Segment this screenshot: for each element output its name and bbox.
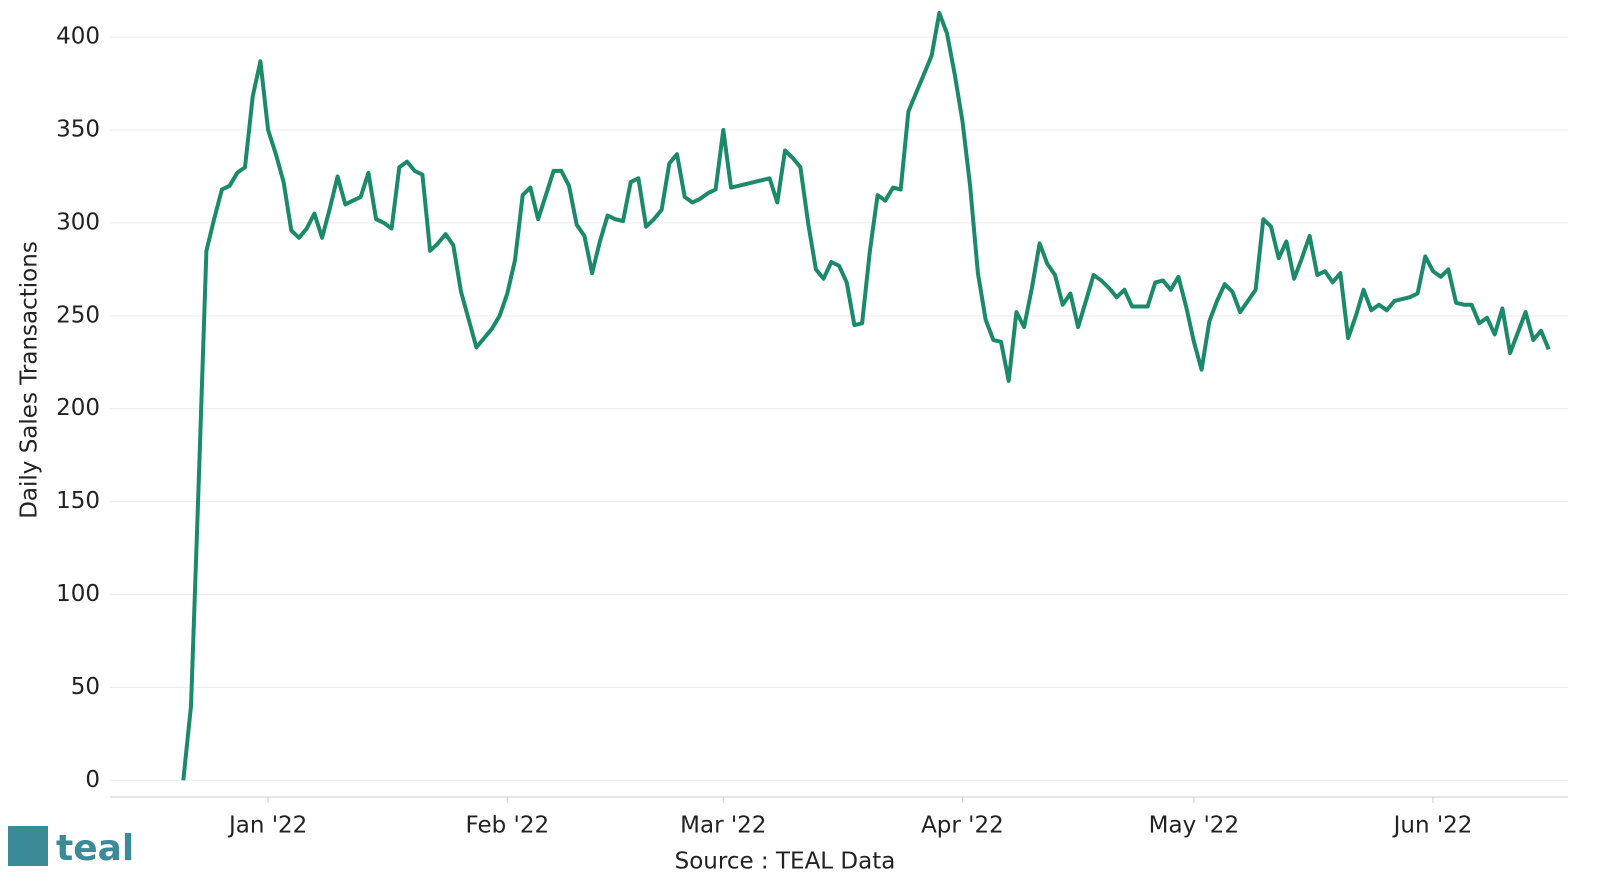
x-tick-label: Feb '22 bbox=[465, 813, 549, 839]
y-tick-label: 50 bbox=[71, 674, 100, 700]
y-axis-title: Daily Sales Transactions bbox=[17, 241, 43, 519]
y-tick-label: 300 bbox=[56, 209, 100, 235]
x-tick-label: Mar '22 bbox=[680, 813, 766, 839]
y-tick-label: 0 bbox=[85, 767, 100, 793]
x-tick-label: May '22 bbox=[1149, 813, 1239, 839]
x-tick-label: Jan '22 bbox=[227, 813, 307, 839]
x-tick-label: Apr '22 bbox=[921, 813, 1004, 839]
data-line bbox=[181, 11, 1551, 781]
source: Source : TEAL Data bbox=[675, 849, 896, 875]
logo-mark bbox=[8, 826, 48, 866]
y-tick-label: 150 bbox=[56, 488, 100, 514]
y-tick-label: 100 bbox=[56, 581, 100, 607]
y-tick-label: 250 bbox=[56, 302, 100, 328]
logo-text: teal bbox=[56, 828, 134, 869]
y-tick-label: 400 bbox=[56, 24, 100, 50]
y-tick-label: 200 bbox=[56, 395, 100, 421]
y-tick-label: 350 bbox=[56, 117, 100, 143]
x-tick-label: Jun '22 bbox=[1392, 813, 1473, 839]
